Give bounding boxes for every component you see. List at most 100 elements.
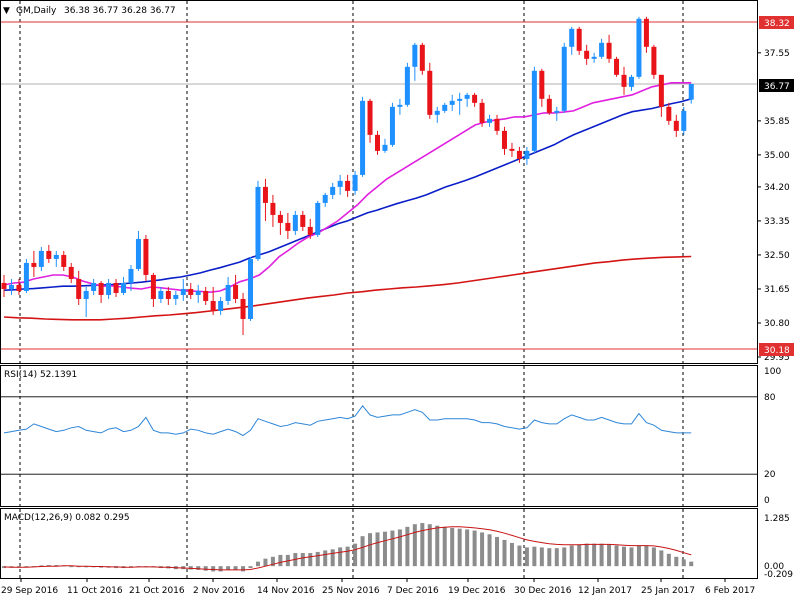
candle-body xyxy=(113,282,119,293)
candle-body xyxy=(628,76,634,87)
candle-body xyxy=(397,104,403,107)
price-tick-label: 33.35 xyxy=(764,217,790,227)
macd-histogram-bar xyxy=(607,544,612,567)
candle-body xyxy=(180,288,186,295)
candle-body xyxy=(8,284,14,289)
date-tick-label: 7 Dec 2016 xyxy=(387,586,439,596)
candle-body xyxy=(584,50,590,59)
candle-body xyxy=(270,202,276,215)
candle-body xyxy=(569,28,575,47)
candle-body xyxy=(31,262,37,267)
macd-histogram-bar xyxy=(569,545,574,567)
macd-histogram-bar xyxy=(315,551,320,567)
macd-histogram-bar xyxy=(524,547,529,567)
candle-body xyxy=(46,250,52,259)
candle-body xyxy=(658,74,664,107)
macd-histogram-bar xyxy=(435,525,440,567)
macd-panel-frame xyxy=(0,508,758,579)
candle-body xyxy=(449,100,455,105)
rsi-tick-label: 100 xyxy=(764,367,781,377)
candle-body xyxy=(330,186,336,195)
candle-body xyxy=(143,238,149,275)
candle-body xyxy=(106,282,112,295)
macd-histogram-bar xyxy=(659,550,664,567)
macd-histogram-bar xyxy=(338,547,343,567)
macd-histogram-bar xyxy=(278,554,283,567)
candle-body xyxy=(688,84,694,100)
symbol-label: GM,Daily xyxy=(16,6,57,16)
macd-histogram-bar xyxy=(270,556,275,567)
svg-text:38.32: 38.32 xyxy=(764,19,790,29)
macd-histogram-bar xyxy=(666,553,671,567)
candle-body xyxy=(128,268,134,283)
candle-body xyxy=(412,44,418,67)
macd-histogram-bar xyxy=(300,553,305,567)
date-tick-label: 29 Sep 2016 xyxy=(1,586,58,596)
candle-body xyxy=(158,290,164,299)
date-tick-label: 25 Jan 2017 xyxy=(641,586,695,596)
candle-body xyxy=(38,250,44,267)
macd-histogram-bar xyxy=(450,527,455,567)
rsi-line xyxy=(3,404,692,437)
candle-body xyxy=(546,98,552,113)
candle-body xyxy=(673,120,679,131)
date-tick-label: 30 Dec 2016 xyxy=(514,586,572,596)
date-tick-label: 14 Nov 2016 xyxy=(257,586,315,596)
price-axis: 37.55 35.85 35.00 34.20 33.35 32.50 31.65 30.80… xyxy=(757,49,793,580)
candle-body xyxy=(98,282,104,295)
dropdown-arrow-icon[interactable]: ▼ xyxy=(3,6,10,16)
candle-body xyxy=(531,70,537,151)
macd-histogram-bar xyxy=(681,559,686,567)
candle-body xyxy=(614,58,620,75)
candle-body xyxy=(165,290,171,299)
macd-signal-line xyxy=(3,526,692,571)
candle-body xyxy=(292,214,298,231)
macd-histogram-bar xyxy=(203,566,208,571)
date-tick-label: 19 Dec 2016 xyxy=(448,586,506,596)
candle-body xyxy=(76,278,82,299)
price-panel-frame xyxy=(0,0,758,364)
candle-body xyxy=(121,282,127,293)
candle-body xyxy=(203,290,209,301)
macd-histogram-bar xyxy=(427,524,432,567)
macd-histogram-bar xyxy=(39,565,44,567)
macd-tick-label: -0.209 xyxy=(764,570,793,580)
candle-body xyxy=(150,274,156,299)
rsi-title: RSI(14) 52.1391 xyxy=(4,370,77,380)
macd-histogram-bar xyxy=(241,566,246,572)
macd-histogram-bar xyxy=(554,548,559,567)
candle-body xyxy=(240,298,246,319)
candle-body xyxy=(352,174,358,191)
macd-histogram-bar xyxy=(532,546,537,567)
macd-histogram-bar xyxy=(345,546,350,567)
price-tick-label: 34.20 xyxy=(764,183,790,193)
macd-histogram-bar xyxy=(226,566,231,570)
candle-body xyxy=(599,42,605,57)
macd-histogram-bar xyxy=(689,561,694,567)
macd-histogram-bar xyxy=(539,547,544,567)
candle-body xyxy=(561,46,567,111)
candle-body xyxy=(225,284,231,301)
macd-histogram-bar xyxy=(375,532,380,567)
candle-body xyxy=(210,300,216,311)
candle-body xyxy=(135,238,141,269)
rsi-series xyxy=(3,404,692,437)
price-tick-label: 35.85 xyxy=(764,117,790,127)
price-tick-label: 30.80 xyxy=(764,319,790,329)
date-tick-label: 11 Oct 2016 xyxy=(67,586,123,596)
candle-body xyxy=(1,282,7,289)
candle-body xyxy=(472,94,478,103)
macd-histogram-bar xyxy=(487,534,492,567)
macd-histogram-bar xyxy=(24,566,29,568)
candle-body xyxy=(382,144,388,151)
date-tick-label: 6 Feb 2017 xyxy=(705,586,755,596)
macd-histogram-bar xyxy=(636,545,641,567)
macd-histogram-bar xyxy=(592,543,597,567)
macd-histogram-bar xyxy=(622,546,627,567)
date-tick-label: 12 Jan 2017 xyxy=(578,586,632,596)
macd-histogram-bar xyxy=(509,542,514,567)
macd-histogram-bar xyxy=(360,536,365,567)
macd-histogram-bar xyxy=(382,531,387,567)
candle-body xyxy=(285,222,291,231)
